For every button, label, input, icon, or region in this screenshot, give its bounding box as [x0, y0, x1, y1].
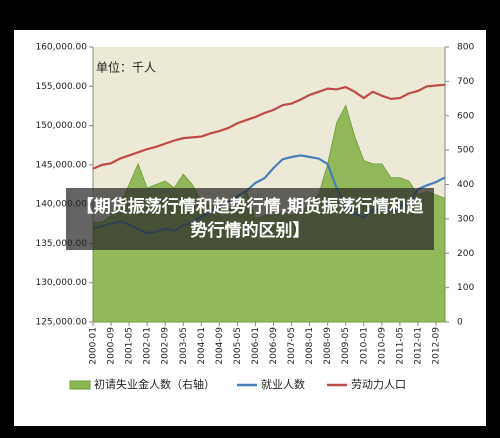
banner-title: 【期货振荡行情和趋势行情,期货振荡行情和趋势行情的区别】 [66, 188, 434, 250]
x-tick-label: 2010-09 [377, 327, 387, 365]
y2-tick-label: 100 [457, 283, 474, 293]
y-tick-label: 160,000.00 [35, 43, 87, 53]
x-tick-label: 2007-05 [287, 327, 297, 365]
y2-tick-label: 800 [457, 43, 474, 53]
x-tick-label: 2000-09 [107, 327, 117, 365]
y-tick-label: 150,000.00 [35, 121, 87, 131]
legend-label: 劳动力人口 [351, 378, 406, 391]
x-tick-label: 2008-09 [323, 327, 333, 365]
x-tick-label: 2004-09 [215, 327, 225, 365]
legend-swatch [69, 380, 91, 390]
x-tick-label: 2006-09 [269, 327, 279, 365]
legend-label: 就业人数 [261, 377, 305, 391]
y2-tick-label: 300 [457, 214, 474, 224]
x-tick-label: 2001-05 [125, 327, 135, 365]
x-tick-label: 2009-05 [341, 327, 351, 365]
line [92, 83, 446, 170]
x-tick-label: 2000-01 [89, 327, 99, 365]
x-tick-label: 2003-05 [179, 327, 189, 365]
y2-tick-label: 400 [457, 180, 474, 190]
x-tick-label: 2004-01 [197, 327, 207, 365]
x-tick-label: 2011-05 [395, 327, 405, 365]
x-tick-label: 2002-01 [143, 327, 153, 365]
y2-tick-label: 200 [457, 249, 474, 259]
y2-tick-label: 500 [457, 146, 474, 156]
x-tick-label: 2008-01 [305, 327, 315, 365]
x-tick-label: 2012-01 [413, 327, 423, 365]
y2-tick-label: 700 [457, 77, 474, 87]
y-tick-label: 145,000.00 [35, 160, 87, 170]
x-tick-label: 2012-09 [431, 327, 441, 365]
y-tick-label: 155,000.00 [35, 82, 87, 92]
legend-label: 初请失业金人数（右轴） [94, 377, 215, 391]
y-tick-label: 125,000.00 [35, 318, 87, 328]
x-tick-label: 2010-01 [359, 327, 369, 365]
annotation: 单位：千人 [96, 60, 156, 75]
y-tick-label: 135,000.00 [35, 239, 87, 249]
y-tick-label: 140,000.00 [35, 200, 87, 210]
y2-tick-label: 600 [457, 111, 474, 121]
x-tick-label: 2005-05 [233, 327, 243, 365]
y-tick-label: 130,000.00 [35, 278, 87, 288]
x-tick-label: 2006-01 [251, 327, 261, 365]
x-tick-label: 2002-09 [161, 327, 171, 365]
y2-tick-label: 0 [457, 318, 463, 328]
